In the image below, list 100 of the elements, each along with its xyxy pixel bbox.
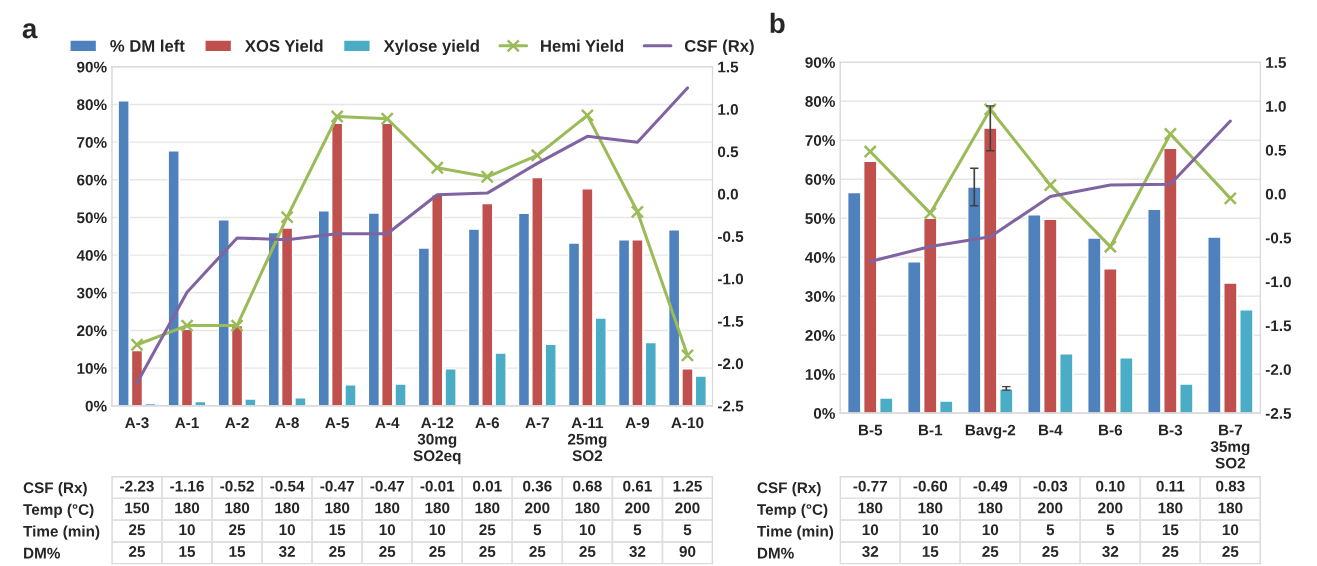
text: 10 [179, 524, 195, 536]
text: -1.16 [170, 480, 204, 492]
text: -0.77 [853, 480, 887, 492]
text: 10 [922, 524, 939, 536]
x-tick-label: A-3 [125, 417, 149, 429]
x-tick-label: B-6 [1099, 424, 1123, 436]
text: -0.03 [1033, 480, 1068, 492]
text: 25 [129, 524, 146, 536]
x-tick-label: A-2 [225, 417, 249, 428]
x-tick-label: A-5 [325, 417, 350, 429]
text: 0.68 [573, 480, 602, 492]
text: 0.10 [1096, 480, 1125, 492]
text: 180 [1218, 502, 1243, 514]
text: 25 [1042, 546, 1059, 557]
legend-label: Hemi Yield [541, 39, 624, 52]
x-tick-label: A-6 [475, 417, 500, 429]
y-tick-label: 30% [76, 287, 107, 299]
point [230, 318, 244, 333]
y2-tick-label: -2.0 [1265, 364, 1291, 375]
y2-tick-label: 0.5 [1265, 144, 1287, 156]
y-tick-label: DM% [24, 547, 60, 559]
text: 25 [1222, 546, 1239, 557]
y2-tick-label: -0.5 [1265, 232, 1292, 244]
y-tick-label: 80% [76, 99, 107, 111]
text: 25 [479, 546, 496, 557]
x-tick-label: A-7 [525, 417, 549, 428]
text: 180 [918, 502, 943, 514]
y-tick-label: CSF (Rx) [757, 481, 821, 497]
text: 32 [1102, 546, 1119, 557]
text: 10 [862, 524, 879, 536]
text: 5 [533, 524, 542, 536]
legend-label: CSF (Rx) [684, 39, 754, 56]
text: 0.36 [523, 480, 552, 492]
text: 180 [858, 502, 883, 514]
y2-tick-label: 1.0 [718, 104, 738, 115]
text: 200 [1098, 502, 1123, 514]
point [280, 210, 294, 224]
y-tick-label: 60% [77, 174, 107, 186]
text: 32 [862, 546, 879, 557]
legend-label: % DM left [110, 39, 185, 52]
point [630, 205, 645, 219]
text: 5 [1106, 524, 1115, 536]
text: 25 [429, 546, 446, 557]
text: 180 [275, 502, 300, 514]
text: 180 [575, 502, 600, 514]
y-tick-label: DM% [757, 547, 794, 559]
text: 180 [425, 502, 450, 514]
y-tick-label: 10% [77, 363, 107, 374]
text: 5 [633, 524, 642, 536]
y-tick-label: Temp (°C) [757, 503, 828, 518]
point [430, 160, 445, 175]
y-tick-label: 50% [805, 213, 835, 224]
y-tick-label: 40% [805, 252, 835, 263]
text: 200 [675, 502, 700, 514]
y2-tick-label: 0.5 [717, 146, 739, 158]
x-tick-label: A-4 [375, 417, 400, 428]
y-tick-label: 70% [805, 135, 835, 146]
text: 0.83 [1216, 480, 1245, 492]
x-tick-label: A-10 [671, 417, 704, 429]
y-tick-label: 10% [805, 369, 835, 380]
y2-tick-label: 0.0 [1265, 188, 1286, 200]
text: 5 [683, 524, 692, 536]
text: 32 [629, 546, 646, 557]
y-tick-label: 30% [805, 291, 835, 302]
x-tick-label: A-12 30mg SO2eq [413, 417, 461, 465]
text: -2.23 [120, 480, 154, 492]
y-tick-label: CSF (Rx) [23, 481, 87, 497]
text: 180 [978, 502, 1003, 514]
text: 200 [525, 502, 550, 514]
text: 180 [225, 502, 250, 514]
legend-label: Xylose yield [383, 39, 479, 56]
text: 10 [982, 524, 999, 536]
y2-tick-label: -2.0 [717, 358, 744, 370]
y-tick-label: 0% [85, 400, 107, 412]
y-tick-label: Temp (°C) [23, 503, 94, 518]
text: 25 [229, 524, 246, 536]
x-tick-label: A-9 [625, 417, 650, 429]
text: 15 [922, 546, 939, 557]
text: 15 [229, 546, 246, 557]
text: 200 [625, 502, 650, 514]
y-tick-label: 90% [805, 57, 835, 68]
y2-tick-label: -2.5 [717, 400, 744, 412]
point [1223, 191, 1238, 206]
y-tick-label: Time (min) [757, 525, 834, 540]
text: 15 [179, 546, 196, 557]
text: 25 [129, 546, 146, 557]
text: -0.60 [913, 480, 948, 492]
text: 150 [125, 502, 150, 514]
y2-tick-label: 1.0 [1266, 100, 1286, 112]
point [130, 337, 144, 352]
x-tick-label: B-7 35mg SO2 [1210, 424, 1250, 469]
text: 180 [1158, 502, 1183, 514]
y-tick-label: 40% [76, 250, 107, 261]
text: 10 [279, 524, 295, 536]
text: 15 [1162, 524, 1179, 536]
y-tick-label: 60% [805, 174, 835, 185]
text: 10 [429, 524, 446, 536]
chart-title: b [770, 12, 785, 34]
point [1043, 178, 1058, 192]
text: -0.54 [270, 480, 305, 492]
